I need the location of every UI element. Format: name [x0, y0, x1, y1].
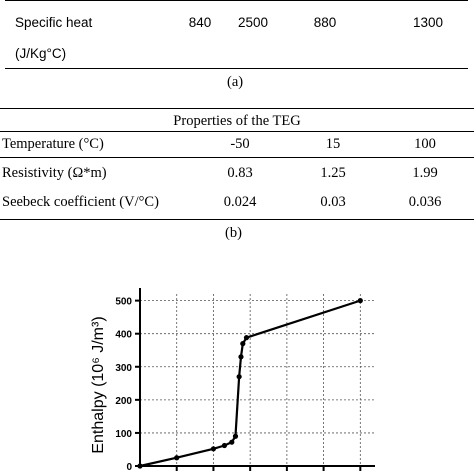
data-point	[243, 335, 250, 341]
seebeck-label: Seebeck coefficient (V/°C)	[2, 194, 159, 210]
resistivity-value-1: 0.83	[227, 165, 253, 181]
chart-grid	[140, 294, 375, 466]
data-point	[232, 433, 239, 439]
temperature-value-2: 15	[325, 136, 341, 152]
specific-heat-label: Specific heat	[15, 15, 93, 30]
chart-series	[137, 298, 363, 469]
data-point	[174, 455, 180, 461]
chart-axes	[139, 288, 375, 471]
table-b-title: Properties of the TEG	[173, 113, 301, 129]
table-b-header-border	[0, 131, 474, 132]
y-tick-label: 0	[126, 462, 132, 473]
table-b-bottom-border	[0, 219, 474, 220]
data-point	[137, 463, 143, 469]
enthalpy-chart: 0 100 200 300 400 500 Enthalpy (10⁶ J/m³)	[90, 288, 375, 473]
resistivity-label: Resistivity (Ω*m)	[2, 165, 107, 181]
table-b-top-border	[0, 108, 474, 109]
data-point	[236, 374, 242, 380]
y-tick-label: 300	[115, 363, 132, 374]
temperature-value-1: -50	[230, 136, 250, 152]
specific-heat-value-2: 2500	[237, 15, 269, 30]
y-tick-label: 500	[115, 297, 132, 308]
seebeck-value-2: 0.03	[320, 194, 346, 210]
table-a-caption: (a)	[227, 74, 244, 90]
data-point	[210, 446, 217, 452]
temperature-value-3: 100	[414, 136, 436, 152]
data-point	[238, 354, 244, 360]
y-tick-label: 400	[115, 330, 132, 341]
table-a-bottom-border	[5, 68, 468, 69]
seebeck-value-3: 0.036	[408, 194, 442, 210]
seebeck-value-1: 0.024	[223, 194, 257, 210]
data-point	[240, 341, 246, 347]
data-point	[357, 298, 363, 304]
resistivity-value-3: 1.99	[412, 165, 438, 181]
specific-heat-value-3: 880	[313, 15, 337, 30]
table-a-top-border	[5, 0, 468, 1]
data-point	[229, 439, 235, 445]
y-tick-label: 100	[115, 429, 132, 440]
chart-y-ticks: 0 100 200 300 400 500	[115, 297, 140, 473]
specific-heat-value-1: 840	[188, 15, 212, 30]
y-axis-label: Enthalpy (10⁶ J/m³)	[90, 316, 107, 453]
specific-heat-value-4: 1300	[412, 15, 444, 30]
y-tick-label: 200	[115, 396, 132, 407]
table-b-caption: (b)	[225, 225, 242, 241]
table-b-row-border	[0, 157, 474, 158]
specific-heat-unit: (J/Kg°C)	[15, 46, 67, 61]
data-point	[221, 442, 228, 449]
resistivity-value-2: 1.25	[320, 165, 346, 181]
temperature-label: Temperature (°C)	[2, 136, 104, 152]
